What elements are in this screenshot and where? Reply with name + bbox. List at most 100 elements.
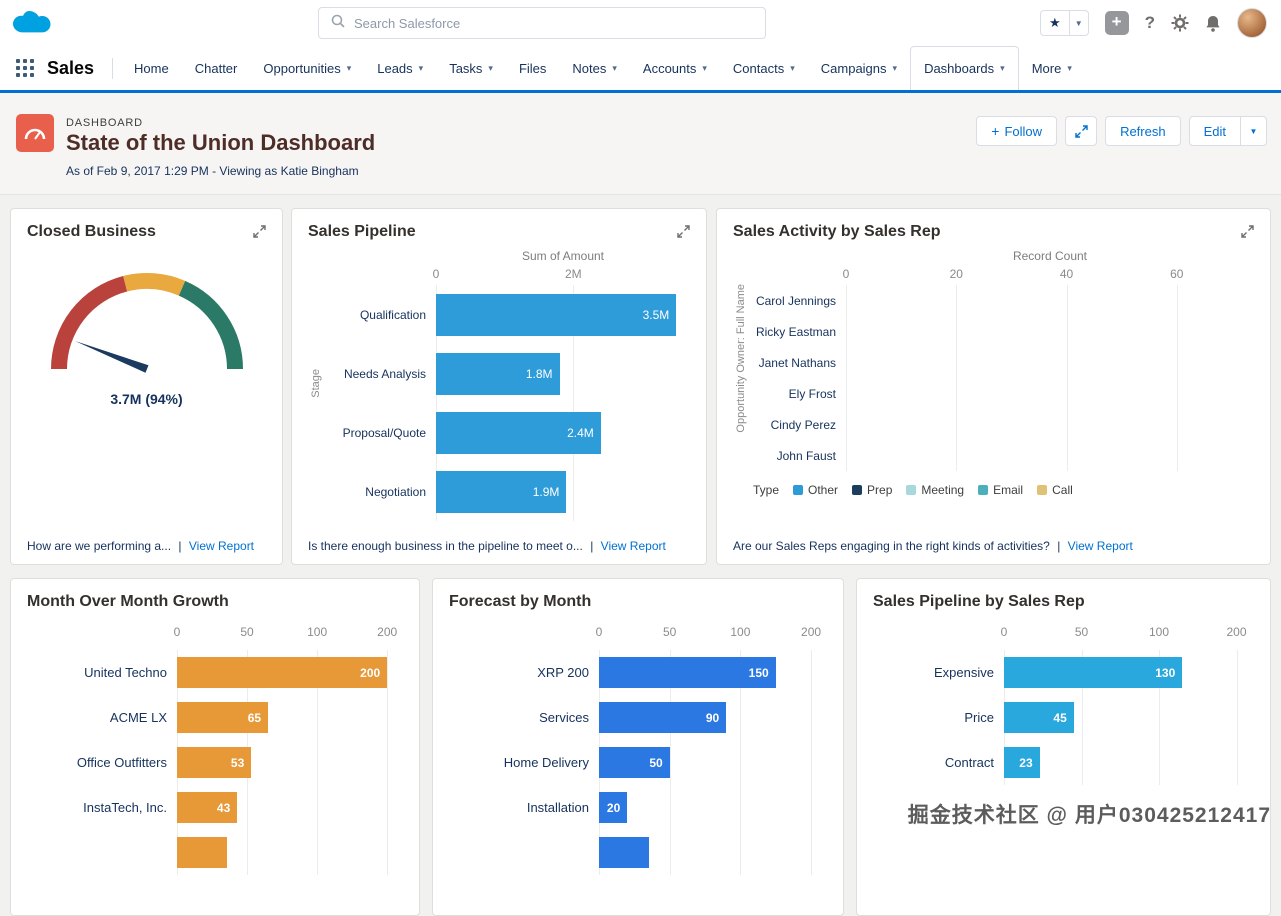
expand-icon[interactable] <box>1241 225 1254 238</box>
axis-tick-label: 200 <box>801 625 822 639</box>
setup-gear-icon[interactable] <box>1171 14 1189 32</box>
bar-track: 45 <box>1004 702 1254 733</box>
bar-track: 150 <box>599 657 827 688</box>
expand-icon[interactable] <box>253 225 266 238</box>
bar[interactable]: 1.9M <box>436 470 567 513</box>
nav-item-campaigns[interactable]: Campaigns ▾ <box>808 46 910 90</box>
bar[interactable]: 65 <box>177 702 269 733</box>
view-report-link[interactable]: View Report <box>188 539 255 553</box>
legend-swatch <box>793 485 804 495</box>
nav-item-label: Tasks <box>449 60 483 76</box>
bar[interactable]: 43 <box>177 792 238 823</box>
legend-swatch <box>978 485 989 495</box>
bar-track: 1.8M <box>436 352 690 395</box>
bar[interactable]: 1.8M <box>436 352 560 395</box>
bar[interactable]: 130 <box>1004 657 1183 688</box>
category-label: Home Delivery <box>503 755 589 770</box>
stacked-bar-chart-activity: Opportunity Owner: Full Name Record Coun… <box>717 245 1270 471</box>
card-sales-pipeline-by-rep: Sales Pipeline by Sales Rep 0 50 100 200 Ex… <box>856 578 1271 916</box>
edit-button[interactable]: Edit <box>1188 116 1241 146</box>
bar-value-label: 150 <box>748 665 769 680</box>
edit-dropdown-button[interactable]: ▼ <box>1241 116 1267 146</box>
legend-item-email[interactable]: Email <box>978 483 1023 497</box>
bar-row: Proposal/Quote 2.4M <box>324 403 690 462</box>
follow-button[interactable]: + Follow <box>976 116 1058 146</box>
favorites-button[interactable]: ★ ▼ <box>1040 10 1089 36</box>
bar[interactable]: 23 <box>1004 747 1040 778</box>
bar-row: Installation 20 <box>449 785 827 830</box>
bar-value-label: 2.4M <box>567 425 594 440</box>
footer-separator: | <box>590 539 594 553</box>
nav-item-dashboards[interactable]: Dashboards ▾ <box>910 46 1019 90</box>
expand-icon[interactable] <box>677 225 690 238</box>
legend-item-meeting[interactable]: Meeting <box>906 483 964 497</box>
axis-tick-label: 0 <box>842 267 850 281</box>
nav-item-more[interactable]: More ▾ <box>1019 46 1085 90</box>
app-launcher-icon[interactable] <box>16 59 34 77</box>
legend-item-other[interactable]: Other <box>793 483 838 497</box>
notifications-bell-icon[interactable] <box>1205 14 1221 32</box>
gridline <box>1081 650 1083 785</box>
bar[interactable]: 53 <box>177 747 252 778</box>
nav-item-files[interactable]: Files <box>506 46 559 90</box>
bar-value-label: 50 <box>649 755 663 770</box>
bar[interactable]: 2.4M <box>436 411 601 454</box>
nav-item-chatter[interactable]: Chatter <box>182 46 251 90</box>
axis-tick-label: 0 <box>1000 625 1008 639</box>
bar[interactable]: 45 <box>1004 702 1074 733</box>
category-label: InstaTech, Inc. <box>83 800 167 815</box>
nav-item-home[interactable]: Home <box>121 46 182 90</box>
card-footer: Is there enough business in the pipeline… <box>308 539 666 553</box>
bar[interactable]: 90 <box>599 702 727 733</box>
user-avatar[interactable] <box>1237 8 1267 38</box>
nav-item-notes[interactable]: Notes ▾ <box>559 46 630 90</box>
bar[interactable] <box>599 837 650 868</box>
view-report-link[interactable]: View Report <box>600 539 666 553</box>
nav-item-opportunities[interactable]: Opportunities ▾ <box>250 46 364 90</box>
bar[interactable]: 3.5M <box>436 293 677 336</box>
bar[interactable]: 20 <box>599 792 628 823</box>
bar-track <box>846 290 1254 312</box>
view-report-link[interactable]: View Report <box>1067 539 1133 553</box>
bar-value-label: 23 <box>1019 755 1033 770</box>
card-title: Sales Pipeline by Sales Rep <box>873 593 1085 610</box>
search-input[interactable] <box>354 15 753 31</box>
nav-item-tasks[interactable]: Tasks ▾ <box>436 46 506 90</box>
bar[interactable]: 150 <box>599 657 776 688</box>
caret-down-icon: ▼ <box>1249 126 1258 136</box>
legend-item-call[interactable]: Call <box>1037 483 1073 497</box>
card-forecast-by-month: Forecast by Month 0 50 100 200 XRP 200 150 Se… <box>432 578 844 916</box>
bar[interactable]: 200 <box>177 657 388 688</box>
bar[interactable] <box>177 837 227 868</box>
page-title: State of the Union Dashboard <box>66 130 376 155</box>
nav-item-label: Opportunities <box>263 60 341 76</box>
star-icon[interactable]: ★ <box>1041 11 1070 35</box>
bar[interactable]: 50 <box>599 747 670 778</box>
footer-question: How are we performing a... <box>27 539 172 553</box>
x-axis-ticks: 0 2M <box>433 267 690 285</box>
caret-down-icon[interactable]: ▼ <box>1074 18 1083 28</box>
bar-chart-forecast: 0 50 100 200 XRP 200 150 Services 90 Home Deliv… <box>433 615 843 875</box>
category-label: Janet Nathans <box>758 355 836 370</box>
bar-track: 53 <box>177 747 403 778</box>
nav-items: Home Chatter Opportunities ▾ Leads ▾ Tasks ▾ Fil… <box>121 46 1085 90</box>
add-button[interactable]: + <box>1104 11 1129 35</box>
gauge-needle <box>74 341 148 373</box>
bar-row: United Techno 200 <box>27 650 403 695</box>
axis-tick-label: 100 <box>1148 625 1170 639</box>
bar-track <box>846 414 1254 436</box>
open-arrows-button[interactable] <box>1065 116 1098 146</box>
category-label: Office Outfitters <box>76 755 167 770</box>
nav-item-contacts[interactable]: Contacts ▾ <box>720 46 808 90</box>
help-button[interactable]: ? <box>1144 13 1155 32</box>
nav-item-accounts[interactable]: Accounts ▾ <box>630 46 720 90</box>
bar-value-label: 43 <box>216 800 231 815</box>
category-label: United Techno <box>84 665 167 680</box>
legend-item-prep[interactable]: Prep <box>852 483 892 497</box>
nav-item-leads[interactable]: Leads ▾ <box>364 46 436 90</box>
global-header: ★ ▼ + ? <box>0 0 1281 46</box>
bar-value-label: 1.8M <box>525 366 553 381</box>
refresh-button[interactable]: Refresh <box>1105 116 1181 146</box>
gauge-chart[interactable]: 3.7M (94%) <box>11 257 282 407</box>
card-footer: Are our Sales Reps engaging in the right… <box>733 539 1133 553</box>
